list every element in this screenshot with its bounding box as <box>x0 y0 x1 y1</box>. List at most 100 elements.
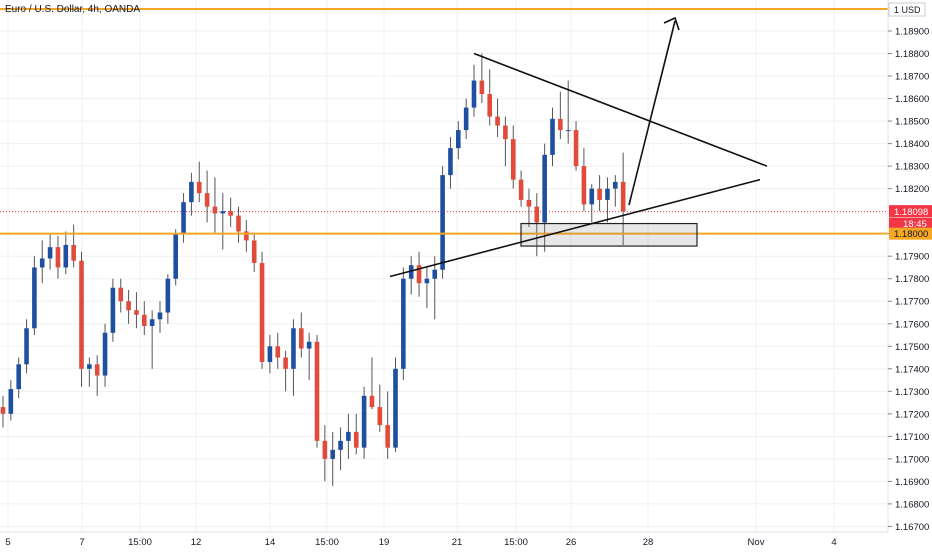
candle-body <box>39 258 45 268</box>
price-axis[interactable]: 1.18900 1.18800 1.18700 1.18600 1.18500 1.184… <box>887 0 932 550</box>
time-tick-label: 4 <box>831 537 836 548</box>
candle-body <box>259 262 265 363</box>
currency-marker-label: 1 USD <box>894 5 921 15</box>
price-tick-label: 1.17600 <box>895 319 929 330</box>
level-price-label: 1.18000 <box>894 229 928 240</box>
price-tick-label: 1.17900 <box>895 252 929 263</box>
price-tick-label: 1.17800 <box>895 274 929 285</box>
candle-body <box>518 179 524 200</box>
candle-body <box>456 130 461 149</box>
candle-body <box>94 364 100 376</box>
candle-body <box>0 407 6 414</box>
time-tick-label: 12 <box>191 537 202 548</box>
candle-body <box>361 395 367 448</box>
candle-body <box>503 125 508 140</box>
time-tick-label: 7 <box>79 537 84 548</box>
price-tick-label: 1.18500 <box>895 117 929 128</box>
candle-body <box>126 301 131 311</box>
level-price-tag <box>889 227 932 240</box>
candle-body <box>173 233 178 279</box>
candle-body <box>204 193 210 207</box>
candle-body <box>251 240 257 263</box>
candle-body <box>102 332 108 376</box>
candle-body <box>196 181 202 194</box>
candle-body <box>228 211 233 216</box>
candle-body <box>16 364 21 390</box>
candle-body <box>212 206 218 214</box>
candle-body <box>463 107 469 131</box>
price-tick-label: 1.18400 <box>895 139 929 150</box>
countdown-label: 18:45 <box>903 219 927 230</box>
axis-corner <box>888 534 932 550</box>
price-tick-label: 1.16800 <box>895 499 929 510</box>
time-tick-label: Nov <box>748 537 765 548</box>
candle-body <box>448 148 453 176</box>
candle-body <box>134 310 139 315</box>
candle-body <box>401 278 406 369</box>
candle-body <box>71 244 76 261</box>
candle-body <box>330 449 335 459</box>
grid-lines <box>0 0 888 532</box>
price-tick-label: 1.18900 <box>895 27 929 38</box>
breakout-arrow-shaft <box>628 20 676 206</box>
candle-body <box>181 202 186 234</box>
candle-body <box>87 364 92 369</box>
last-price-label: 1.18098 <box>894 207 928 218</box>
candle-body <box>416 265 422 284</box>
candle-body <box>236 215 241 232</box>
candle-body <box>306 341 312 349</box>
price-tick-label: 1.16900 <box>895 477 929 488</box>
candle-body <box>495 116 500 126</box>
candle-body <box>314 341 320 441</box>
candle-body <box>440 175 445 270</box>
candle-body <box>432 269 438 279</box>
candle-body <box>479 80 485 95</box>
candle-body <box>157 312 163 320</box>
candle-body <box>346 431 351 441</box>
candle-body <box>589 188 595 205</box>
candle-body <box>565 130 571 132</box>
time-tick-label: 14 <box>265 537 276 548</box>
time-tick-label: 5 <box>5 537 10 548</box>
candle-body <box>118 287 124 302</box>
time-axis[interactable]: 5 7 15:00 12 14 15:00 19 21 15:00 26 28 Nov 4 <box>0 531 888 550</box>
candle-body <box>597 188 602 200</box>
candle-body <box>393 368 398 448</box>
candle-body <box>620 181 626 212</box>
time-tick-label: 26 <box>566 537 577 548</box>
price-tick-label: 1.18600 <box>895 94 929 105</box>
candle-body <box>385 425 390 448</box>
price-tick-label: 1.17400 <box>895 364 929 375</box>
time-tick-label: 19 <box>379 537 390 548</box>
time-tick-label: 15:00 <box>128 537 152 548</box>
candle-body <box>32 267 37 329</box>
candle-body <box>424 278 430 284</box>
candle-body <box>487 94 492 117</box>
candle-body <box>299 328 304 349</box>
time-tick-label: 15:00 <box>315 537 339 548</box>
chart-title: Euro / U.S. Dollar, 4h, OANDA <box>5 4 141 15</box>
price-tick-label: 1.16700 <box>895 522 929 533</box>
candle-body <box>613 181 618 189</box>
candle-body <box>244 231 249 241</box>
candle-body <box>369 395 375 408</box>
candle-body <box>220 211 226 214</box>
demand-zone-box <box>520 222 698 247</box>
candle-body <box>526 199 532 207</box>
candle-body <box>24 328 29 365</box>
candle-body <box>534 206 540 223</box>
candle-body <box>322 440 328 459</box>
currency-marker <box>888 2 926 17</box>
candle-body <box>283 357 288 369</box>
breakout-arrowhead <box>663 16 680 31</box>
lower-trendline <box>389 178 761 278</box>
candle-body <box>275 346 281 358</box>
candle-body <box>550 118 555 155</box>
upper-trendline <box>473 52 768 167</box>
drawings <box>0 8 888 278</box>
candle-body <box>165 278 171 313</box>
price-tick-label: 1.17700 <box>895 297 929 308</box>
candle-body <box>291 328 296 369</box>
